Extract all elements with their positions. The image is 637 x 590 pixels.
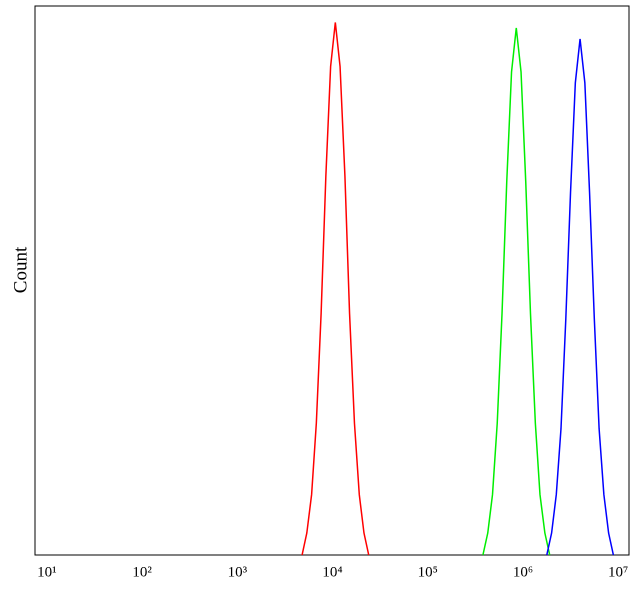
x-tick-label: 10⁵: [418, 564, 438, 580]
x-tick-label: 10⁷: [608, 564, 628, 580]
y-axis-label: Count: [10, 246, 31, 293]
x-tick-label: 10⁶: [513, 564, 533, 580]
histogram-line: [301, 22, 370, 556]
histogram-line: [482, 27, 551, 556]
plot-frame: [34, 5, 630, 556]
histogram-line: [546, 38, 615, 556]
x-tick-label: 10²: [132, 564, 152, 580]
x-tick-label: 10⁴: [322, 564, 342, 580]
x-tick-label: 10³: [228, 564, 248, 580]
x-tick-label: 10¹: [37, 564, 57, 580]
